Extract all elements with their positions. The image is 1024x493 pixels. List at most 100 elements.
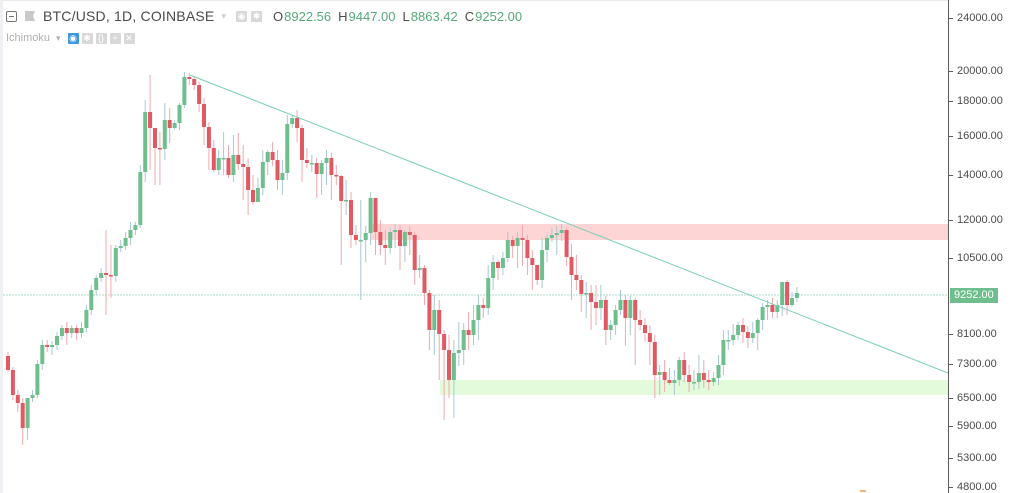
candle-down — [647, 325, 652, 365]
candle-down — [594, 285, 598, 325]
chevron-down-icon[interactable]: ▾ — [56, 32, 61, 43]
gear-icon[interactable]: ✱ — [251, 10, 262, 22]
axis-tick-label: 8100.00 — [957, 328, 997, 340]
axis-tick-label: 5300.00 — [957, 452, 997, 464]
axis-tick-label: 12000.00 — [957, 214, 1003, 226]
candlestick-plot[interactable] — [0, 0, 948, 493]
collapse-legend-icon[interactable] — [6, 10, 17, 22]
candle-up — [290, 115, 295, 128]
candle-up — [172, 120, 177, 130]
settings-icon[interactable]: ✱ — [81, 32, 93, 44]
chevron-down-icon[interactable]: ▾ — [221, 10, 226, 21]
axis-tick — [949, 220, 953, 221]
candle-down — [633, 298, 638, 365]
ohlc-values: O 8922.56 H 9447.00 L 8863.42 C 9252.00 — [266, 9, 522, 24]
axis-tick — [949, 334, 953, 335]
left-toolbar-edge — [0, 0, 3, 493]
candle-up — [260, 150, 265, 195]
candle-down — [579, 275, 584, 312]
candle-down — [270, 142, 275, 166]
eye-icon[interactable]: ◉ — [236, 10, 247, 22]
candle-up — [456, 322, 461, 366]
candle-down — [197, 82, 202, 112]
symbol-title[interactable]: BTC/USD, 1D, COINBASE — [43, 8, 215, 24]
chart-pane[interactable] — [0, 0, 948, 493]
descending-trendline — [189, 74, 948, 374]
candle-down — [236, 133, 241, 170]
candle-up — [549, 228, 554, 242]
candle-up — [344, 180, 349, 215]
candle-up — [775, 300, 780, 318]
candle-down — [422, 265, 427, 305]
remove-icon[interactable]: ✕ — [123, 32, 135, 44]
candle-up — [69, 325, 74, 338]
ohlc-value-l: 8863.42 — [410, 8, 458, 24]
candle-up — [657, 365, 662, 395]
candle-up — [255, 178, 260, 202]
candle-up — [94, 275, 99, 295]
candle-down — [682, 352, 687, 382]
candle-down — [603, 296, 608, 345]
candle-down — [74, 325, 79, 340]
candle-up — [25, 398, 30, 440]
candle-up — [393, 224, 398, 248]
candle-down — [589, 285, 594, 330]
candle-down — [447, 335, 451, 398]
candle-up — [162, 103, 167, 160]
candle-down — [407, 226, 412, 255]
candle-down — [638, 310, 643, 330]
candle-down — [564, 228, 569, 266]
candle-down — [652, 335, 657, 398]
candle-down — [334, 165, 339, 185]
candle-down — [525, 235, 530, 275]
candle-down — [226, 145, 231, 178]
flag-icon[interactable] — [25, 11, 35, 21]
axis-tick-label: 24000.00 — [957, 12, 1003, 24]
visibility-icon[interactable]: ◉ — [67, 32, 79, 44]
candle-up — [118, 240, 123, 252]
candle-down — [241, 145, 246, 200]
candle-up — [794, 287, 799, 302]
ohlc-key-h: H — [338, 8, 348, 24]
candle-up — [598, 285, 603, 320]
source-code-icon[interactable]: {} — [95, 32, 107, 44]
candle-up — [540, 238, 545, 288]
candle-up — [285, 115, 290, 180]
candle-up — [35, 360, 40, 398]
candle-up — [128, 222, 133, 245]
candle-down — [530, 250, 535, 290]
candle-up — [216, 150, 221, 175]
candle-down — [211, 140, 216, 172]
candle-down — [202, 98, 206, 145]
axis-tick-label: 18000.00 — [957, 95, 1003, 107]
add-icon[interactable]: + — [109, 32, 121, 44]
candle-down — [623, 295, 628, 346]
indicator-name[interactable]: Ichimoku — [6, 32, 51, 44]
candle-down — [108, 245, 113, 298]
candle-down — [148, 75, 153, 170]
candle-up — [143, 100, 148, 182]
candle-down — [10, 367, 15, 400]
candle-down — [745, 326, 750, 348]
price-axis[interactable]: 24000.00 20000.00 18000.00 16000.00 14000.00… — [948, 0, 1024, 493]
candle-up — [182, 72, 187, 108]
candle-up — [84, 305, 89, 332]
candle-down — [157, 132, 162, 185]
axis-tick-label: 14000.00 — [957, 169, 1003, 181]
candle-down — [741, 318, 745, 343]
candle-up — [30, 390, 35, 402]
candle-up — [711, 372, 716, 386]
candle-up — [99, 268, 104, 282]
candle-up — [221, 132, 226, 175]
candle-up — [613, 305, 618, 335]
candle-down — [45, 340, 50, 352]
candle-up — [765, 300, 770, 320]
candle-up — [133, 222, 138, 235]
candle-down — [353, 225, 358, 245]
candle-up — [692, 370, 696, 390]
candle-up — [559, 224, 564, 241]
last-price-badge: 9252.00 — [950, 288, 998, 303]
candle-down — [701, 360, 706, 388]
candle-up — [731, 324, 736, 345]
axis-tick — [949, 175, 953, 176]
